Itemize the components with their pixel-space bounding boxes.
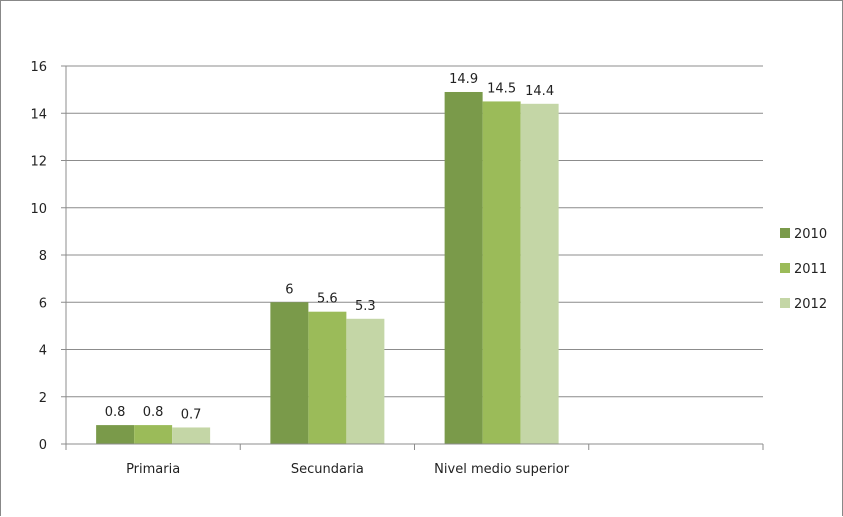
legend: 2010 2011 2012 bbox=[780, 227, 827, 312]
y-tick-label: 8 bbox=[39, 249, 47, 264]
data-label: 0.8 bbox=[105, 405, 126, 420]
grid-lines bbox=[66, 65, 763, 398]
bar-2012 bbox=[520, 103, 559, 445]
legend-swatch-2012 bbox=[780, 298, 790, 308]
y-tick-label: 0 bbox=[39, 438, 47, 453]
legend-label: 2011 bbox=[794, 262, 827, 277]
bar-2012 bbox=[172, 427, 211, 444]
y-tick-label: 12 bbox=[30, 155, 47, 170]
data-label: 6 bbox=[285, 282, 293, 297]
legend-label: 2012 bbox=[794, 297, 827, 312]
y-tick-label: 14 bbox=[30, 107, 47, 122]
bar-2010 bbox=[270, 302, 309, 444]
data-label: 5.3 bbox=[355, 299, 376, 314]
data-label: 14.5 bbox=[487, 81, 516, 96]
data-label: 0.7 bbox=[181, 407, 202, 422]
bar-2010 bbox=[444, 91, 483, 445]
legend-swatch-2011 bbox=[780, 263, 790, 273]
x-axis: Primaria Secundaria Nivel medio superior bbox=[65, 443, 764, 477]
legend-label: 2010 bbox=[794, 227, 827, 242]
y-tick-label: 2 bbox=[39, 391, 47, 406]
bar-2012 bbox=[346, 318, 385, 444]
y-tick-label: 4 bbox=[39, 344, 47, 359]
y-axis-ticks: 0 2 4 6 8 10 12 14 16 bbox=[30, 60, 67, 453]
legend-swatch-2010 bbox=[780, 228, 790, 238]
data-label: 0.8 bbox=[143, 405, 164, 420]
y-tick-label: 10 bbox=[30, 202, 47, 217]
bars bbox=[96, 91, 559, 445]
data-label: 14.9 bbox=[449, 72, 478, 87]
bar-2011 bbox=[308, 311, 347, 444]
category-label: Nivel medio superior bbox=[434, 462, 570, 477]
bar-2011 bbox=[482, 101, 521, 444]
y-tick-label: 6 bbox=[39, 296, 47, 311]
data-labels: 0.8 0.8 0.7 6 5.6 5.3 14.9 14.5 14.4 bbox=[105, 72, 554, 422]
category-label: Secundaria bbox=[291, 462, 364, 477]
y-tick-label: 16 bbox=[30, 60, 47, 75]
bar-2010 bbox=[96, 425, 135, 444]
data-label: 14.4 bbox=[525, 84, 554, 99]
category-label: Primaria bbox=[126, 462, 180, 477]
data-label: 5.6 bbox=[317, 292, 338, 307]
bar-2011 bbox=[134, 425, 173, 444]
